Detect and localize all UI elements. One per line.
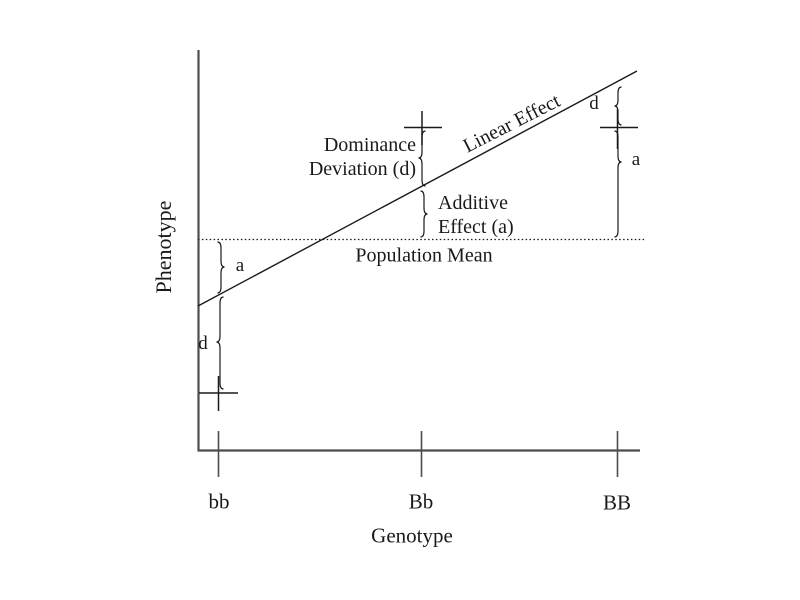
brace-dominance-BB <box>614 86 622 126</box>
brace-dominance-bb <box>216 296 224 390</box>
additive-effect-label-line1: Additive <box>438 192 508 214</box>
cross-marker-BB <box>600 109 638 149</box>
linear-effect-line <box>197 70 638 307</box>
symbol-d-bb: d <box>198 333 208 354</box>
brace-dominance-Bb <box>418 130 426 187</box>
y-axis-label: Phenotype <box>151 200 176 294</box>
symbol-a-BB: a <box>631 149 641 170</box>
brace-additive-Bb <box>420 190 428 238</box>
brace-additive-BB <box>614 130 622 238</box>
symbol-d-BB: d <box>589 93 599 114</box>
x-axis-label: Genotype <box>371 523 453 548</box>
x-category-BB: BB <box>602 490 632 515</box>
dominance-deviation-label-line2: Deviation (d) <box>308 158 416 180</box>
x-category-Bb: Bb <box>408 489 434 514</box>
x-category-bb: bb <box>208 489 230 514</box>
population-mean-label: Population Mean <box>355 244 493 267</box>
additive-effect-label-line2: Effect (a) <box>438 216 514 238</box>
brace-additive-bb <box>217 241 225 294</box>
cross-marker-bb <box>199 376 238 411</box>
symbol-a-bb: a <box>235 255 245 276</box>
dominance-deviation-label: Dominance Deviation (d) <box>256 133 416 181</box>
dominance-deviation-label-line1: Dominance <box>323 134 416 156</box>
additive-effect-label: Additive Effect (a) <box>438 191 514 239</box>
